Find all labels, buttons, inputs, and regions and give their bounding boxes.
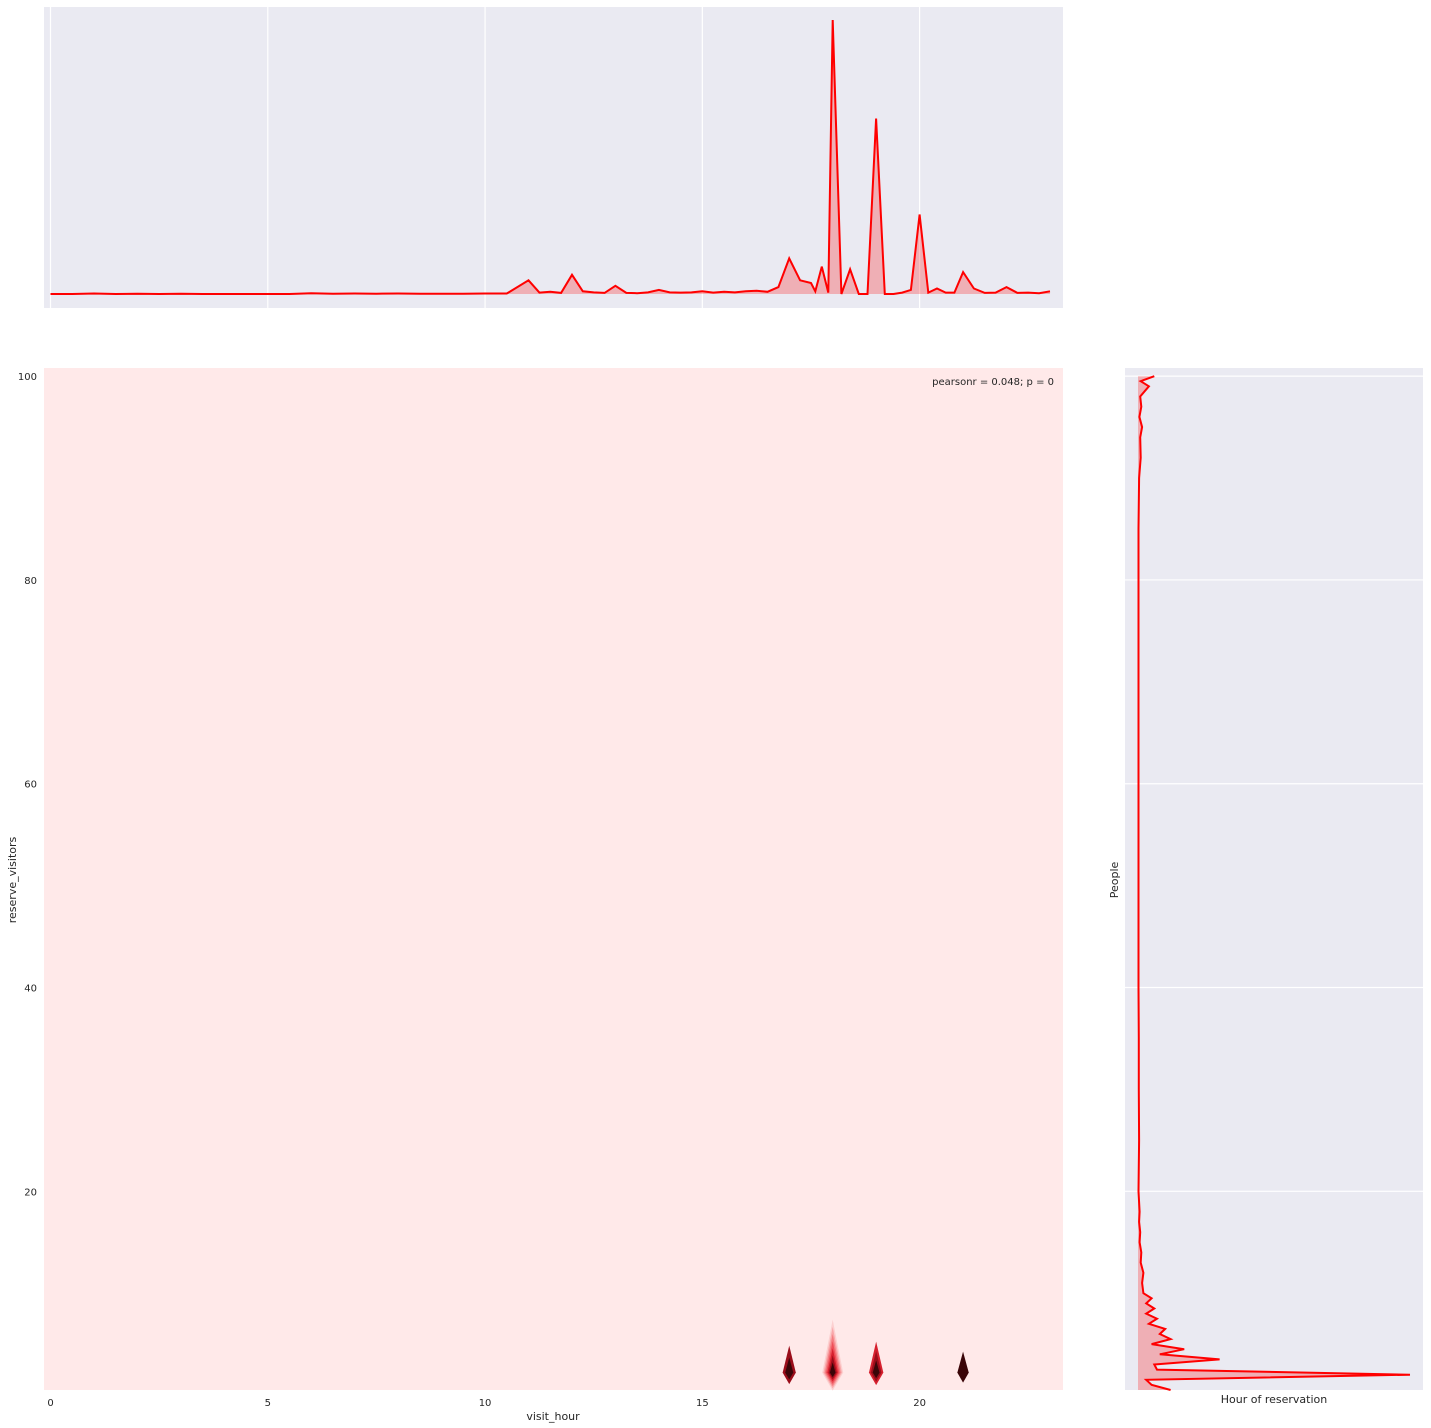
joint-x-axis-label: visit_hour: [526, 1410, 580, 1423]
joint-y-axis-label: reserve_visitors: [6, 836, 19, 923]
joint-y-tick-labels: 20 40 60 80 100: [18, 372, 37, 1198]
x-tick-label-0: 0: [47, 1398, 53, 1409]
right-marginal-density-line: [1137, 375, 1411, 1391]
top-marginal-background: [44, 7, 1063, 308]
right-y-axis-label: People: [1108, 861, 1121, 898]
y-tick-label-2: 60: [24, 780, 37, 791]
joint-kde-panel: 0 5 10 15 20 20 40 60 80 100 visit_hour reserve_…: [6, 368, 1063, 1423]
x-tick-label-2: 10: [479, 1398, 492, 1409]
kde-contour-1-6: [829, 1362, 836, 1377]
top-marginal-density-line: [50, 19, 1051, 296]
kde-contour-0-1: [785, 1357, 794, 1380]
pearson-annotation: pearsonr = 0.048; p = 0: [932, 377, 1054, 388]
right-marginal-grid: [1125, 375, 1423, 1192]
x-tick-label-3: 15: [696, 1398, 709, 1409]
top-marginal-grid: [49, 7, 921, 308]
joint-kde-background: [44, 368, 1063, 1390]
right-x-axis-label: Hour of reservation: [1221, 1393, 1328, 1406]
right-marginal-panel: Hour of reservation People: [1108, 368, 1423, 1406]
y-tick-label-0: 20: [24, 1187, 37, 1198]
y-tick-label-1: 40: [24, 984, 37, 995]
right-marginal-background: [1125, 368, 1423, 1390]
x-tick-label-1: 5: [265, 1398, 271, 1409]
joint-x-tick-labels: 0 5 10 15 20: [47, 1398, 926, 1409]
top-marginal-panel: [44, 7, 1063, 308]
joint-kde-contours: [782, 1319, 969, 1391]
y-tick-label-4: 100: [18, 372, 37, 383]
kde-contour-3-0: [957, 1351, 969, 1383]
x-tick-label-4: 20: [913, 1398, 926, 1409]
kde-contour-2-2: [872, 1360, 880, 1379]
y-tick-label-3: 80: [24, 576, 37, 587]
